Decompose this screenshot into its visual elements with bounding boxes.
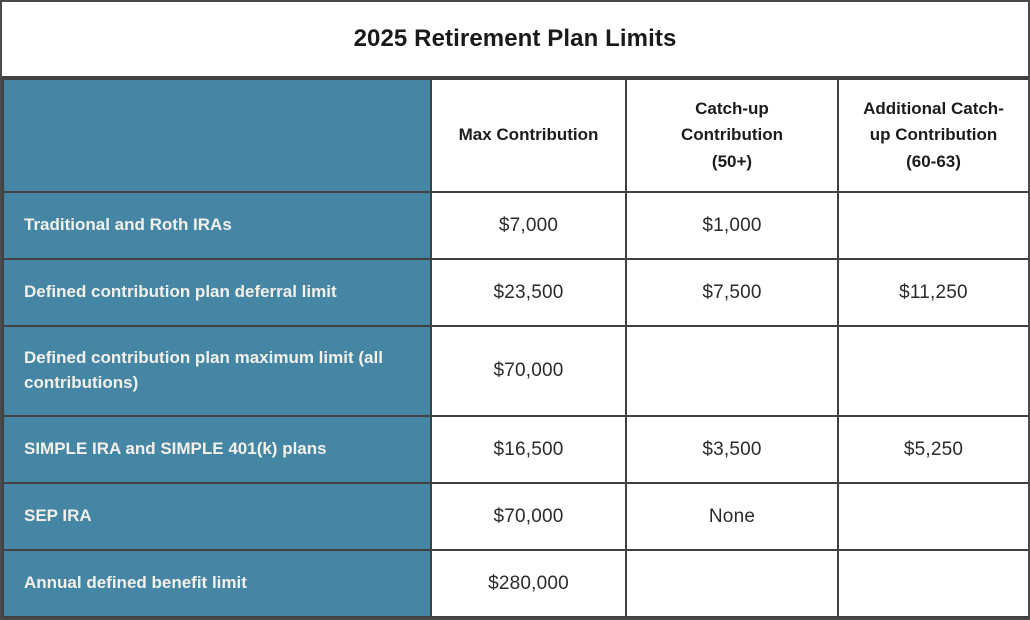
table-row: Traditional and Roth IRAs $7,000 $1,000 bbox=[2, 191, 1028, 260]
cell-max-contribution: $70,000 bbox=[430, 482, 627, 551]
row-label-annual-defined-benefit-limit: Annual defined benefit limit bbox=[2, 549, 432, 618]
cell-additional-catch-up: $5,250 bbox=[837, 415, 1028, 484]
row-label-dc-plan-maximum-limit: Defined contribution plan maximum limit … bbox=[2, 325, 432, 417]
cell-max-contribution: $23,500 bbox=[430, 258, 627, 327]
corner-cell bbox=[2, 78, 432, 193]
row-label-simple-ira-401k: SIMPLE IRA and SIMPLE 401(k) plans bbox=[2, 415, 432, 484]
table-title-bar: 2025 Retirement Plan Limits bbox=[2, 2, 1028, 78]
cell-max-contribution: $16,500 bbox=[430, 415, 627, 484]
column-header-max-contribution: Max Contribution bbox=[430, 78, 627, 193]
row-label-dc-plan-deferral-limit: Defined contribution plan deferral limit bbox=[2, 258, 432, 327]
cell-max-contribution: $70,000 bbox=[430, 325, 627, 417]
row-label-traditional-roth-iras: Traditional and Roth IRAs bbox=[2, 191, 432, 260]
cell-additional-catch-up bbox=[837, 549, 1028, 618]
cell-catch-up-contribution: $7,500 bbox=[625, 258, 839, 327]
row-label-sep-ira: SEP IRA bbox=[2, 482, 432, 551]
column-header-additional-catch-up-60-63: Additional Catch- up Contribution (60-63… bbox=[837, 78, 1028, 193]
cell-catch-up-contribution bbox=[625, 549, 839, 618]
table-title: 2025 Retirement Plan Limits bbox=[353, 25, 677, 52]
cell-catch-up-contribution: $3,500 bbox=[625, 415, 839, 484]
cell-catch-up-contribution: None bbox=[625, 482, 839, 551]
table-row: Annual defined benefit limit $280,000 bbox=[2, 549, 1028, 618]
cell-max-contribution: $7,000 bbox=[430, 191, 627, 260]
table-row: Defined contribution plan deferral limit… bbox=[2, 258, 1028, 327]
table-row: SEP IRA $70,000 None bbox=[2, 482, 1028, 551]
cell-additional-catch-up: $11,250 bbox=[837, 258, 1028, 327]
table-row: SIMPLE IRA and SIMPLE 401(k) plans $16,5… bbox=[2, 415, 1028, 484]
cell-additional-catch-up bbox=[837, 325, 1028, 417]
cell-additional-catch-up bbox=[837, 191, 1028, 260]
column-header-catch-up-50: Catch-up Contribution (50+) bbox=[625, 78, 839, 193]
cell-catch-up-contribution: $1,000 bbox=[625, 191, 839, 260]
cell-additional-catch-up bbox=[837, 482, 1028, 551]
limits-table: Max Contribution Catch-up Contribution (… bbox=[2, 78, 1028, 618]
cell-max-contribution: $280,000 bbox=[430, 549, 627, 618]
cell-catch-up-contribution bbox=[625, 325, 839, 417]
header-row: Max Contribution Catch-up Contribution (… bbox=[2, 78, 1028, 193]
table-row: Defined contribution plan maximum limit … bbox=[2, 325, 1028, 417]
